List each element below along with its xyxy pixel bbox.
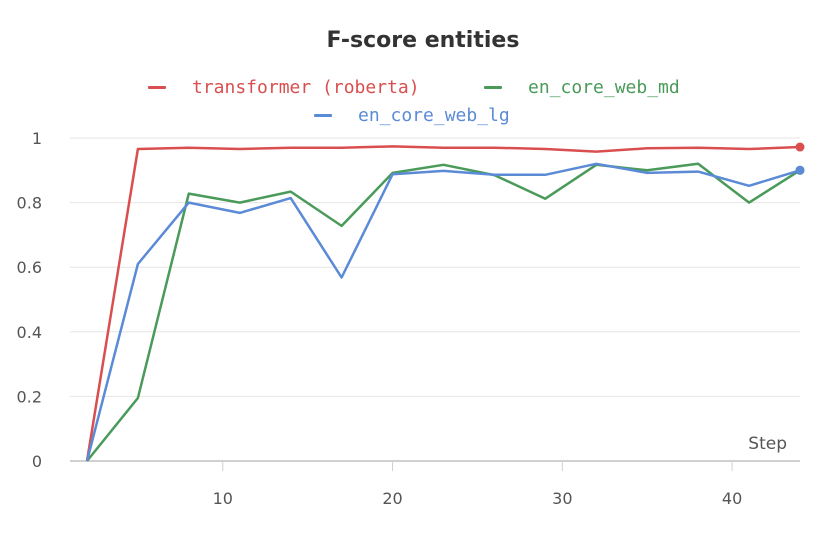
x-tick-label: 40 [722, 489, 742, 508]
y-tick-label: 0.8 [17, 194, 42, 213]
series-line-2 [85, 162, 801, 462]
series-line-0 [85, 145, 801, 462]
x-tick-label: 10 [213, 489, 233, 508]
y-tick-label: 0 [32, 452, 42, 471]
legend-label-en-core-web-lg: en_core_web_lg [358, 104, 510, 126]
legend-swatch-en-core-web-lg [314, 113, 332, 117]
legend-swatch-en-core-web-md [484, 85, 502, 89]
y-tick-label: 0.6 [17, 258, 42, 277]
legend-swatch-transformer [148, 85, 166, 89]
y-axis-tick-labels: 0 0.2 0.4 0.6 0.8 1 [17, 129, 42, 471]
legend-item-en-core-web-md[interactable]: en_core_web_md [484, 74, 680, 100]
series-end-point-2 [795, 165, 805, 175]
y-tick-label: 0.2 [17, 387, 42, 406]
series-end-point-0 [795, 142, 805, 152]
x-axis: 10 20 30 40 [70, 460, 800, 508]
x-axis-title: Step [748, 434, 787, 454]
legend-label-transformer: transformer (roberta) [192, 76, 420, 98]
y-tick-label: 0.4 [17, 323, 42, 342]
x-tick-label: 30 [552, 489, 572, 508]
legend-label-en-core-web-md: en_core_web_md [528, 76, 680, 98]
series-lines [85, 142, 805, 462]
y-tick-label: 1 [32, 129, 42, 148]
series-line-1 [86, 162, 801, 462]
x-tick-label: 20 [382, 489, 402, 508]
legend-item-en-core-web-lg[interactable]: en_core_web_lg [314, 102, 510, 128]
chart-title: F-score entities [326, 28, 520, 53]
grid-lines [70, 137, 800, 397]
legend-item-transformer[interactable]: transformer (roberta) [148, 74, 420, 100]
